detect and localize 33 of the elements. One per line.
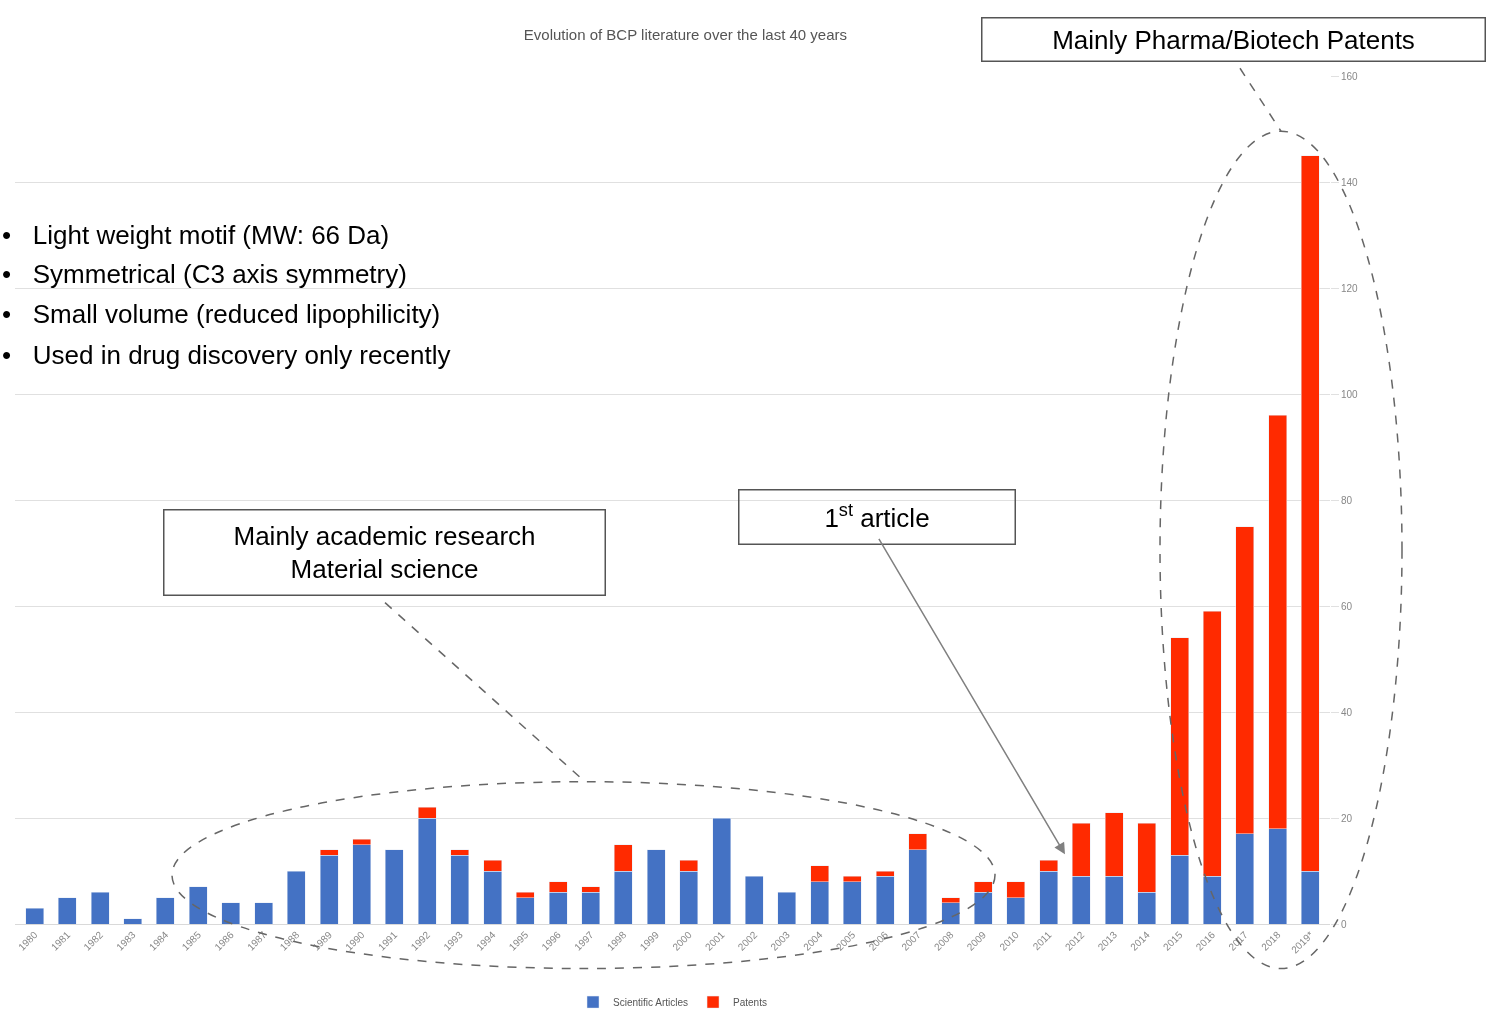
y-tick-label: 20 xyxy=(1341,812,1353,824)
annotation: • Symmetrical (C3 axis symmetry) xyxy=(2,259,407,289)
y-tick-label: 0 xyxy=(1341,918,1347,930)
y-tick-label: 40 xyxy=(1341,706,1353,718)
annotation: • Light weight motif (MW: 66 Da) xyxy=(2,220,390,250)
legend-label: Patents xyxy=(733,997,767,1008)
bar xyxy=(745,876,764,924)
bar xyxy=(646,849,666,924)
annotation: Mainly academic research Material science xyxy=(233,520,536,585)
y-tick-label: 160 xyxy=(1341,70,1359,82)
bar xyxy=(188,886,208,924)
bar xyxy=(385,849,404,924)
legend-label: Scientific Articles xyxy=(613,997,689,1008)
annotation: • Small volume (reduced lipophilicity) xyxy=(2,299,441,329)
bar xyxy=(58,897,77,924)
bar xyxy=(287,870,306,924)
text: Mainly Pharma/Biotech Patents xyxy=(1052,24,1415,55)
y-tick-label: 140 xyxy=(1341,176,1359,188)
y-tick-label: 80 xyxy=(1341,494,1353,506)
bar xyxy=(221,902,241,924)
y-tick-label: 60 xyxy=(1341,600,1353,612)
annotation: 1$^{st}$ article xyxy=(824,500,930,534)
chart-title: Evolution of BCP literature over the last 40 years xyxy=(523,26,848,44)
bar xyxy=(123,918,143,924)
bar xyxy=(25,907,44,924)
y-tick-label: 120 xyxy=(1341,282,1359,294)
bar xyxy=(712,817,731,924)
annotation: • Used in drug discovery only recently xyxy=(2,340,451,370)
bar xyxy=(156,897,175,924)
bar xyxy=(90,891,110,924)
bar xyxy=(777,891,797,924)
bar xyxy=(254,902,273,924)
y-tick-label: 100 xyxy=(1341,388,1359,400)
